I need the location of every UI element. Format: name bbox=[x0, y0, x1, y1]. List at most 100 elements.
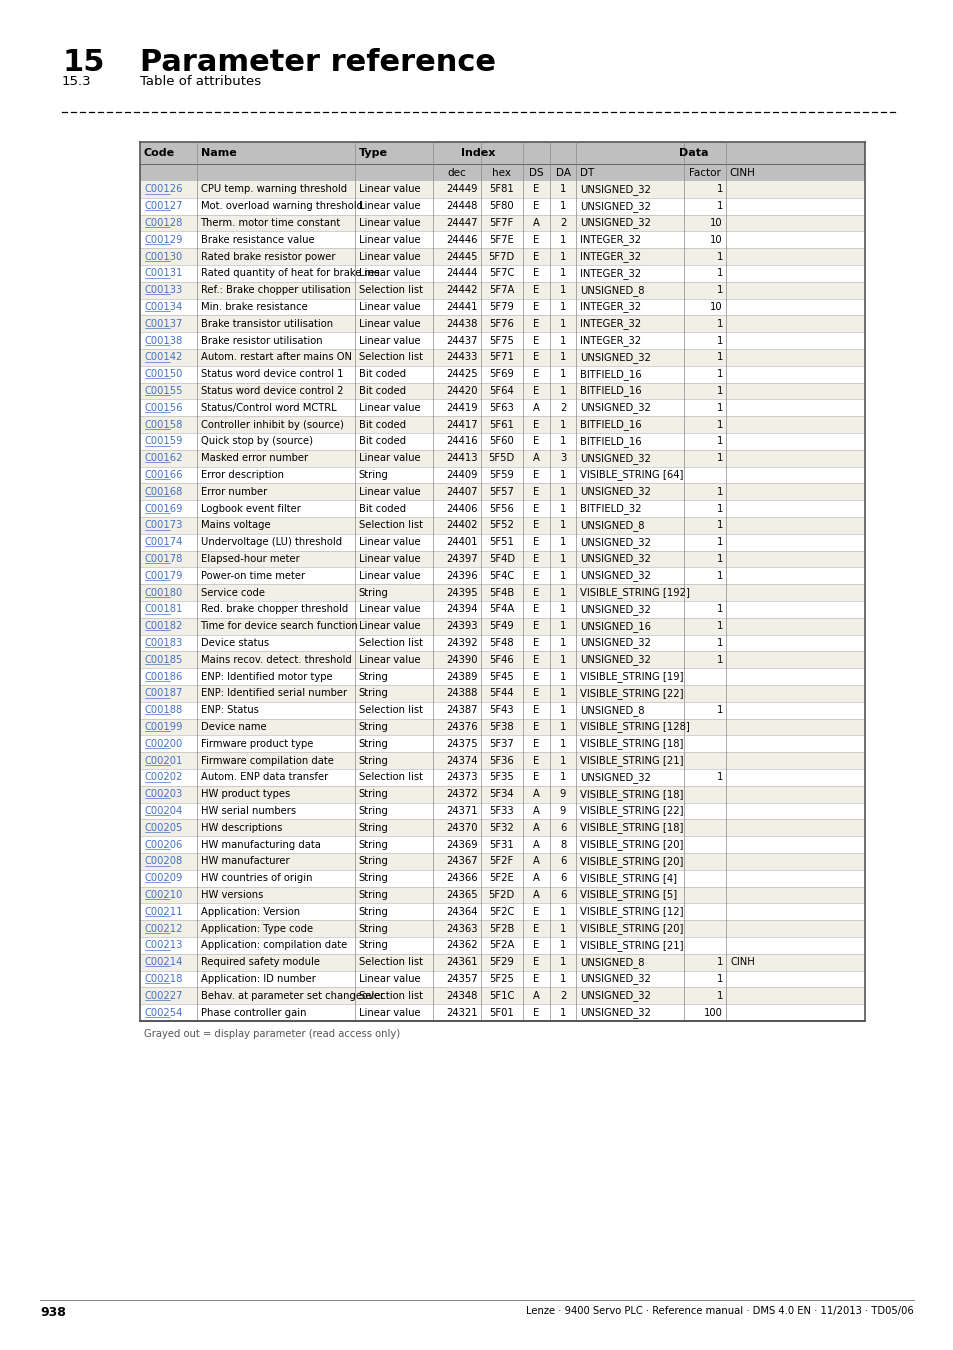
Text: VISIBLE_STRING [22]: VISIBLE_STRING [22] bbox=[579, 688, 683, 699]
Text: 1: 1 bbox=[716, 269, 722, 278]
Text: E: E bbox=[533, 185, 538, 194]
Text: 1: 1 bbox=[559, 520, 566, 531]
Text: 1: 1 bbox=[559, 302, 566, 312]
Text: E: E bbox=[533, 420, 538, 429]
Text: C00138: C00138 bbox=[145, 336, 183, 346]
Text: DA: DA bbox=[555, 167, 570, 177]
Bar bbox=[140, 652, 864, 668]
Text: C00180: C00180 bbox=[145, 587, 183, 598]
Text: Rated brake resistor power: Rated brake resistor power bbox=[200, 251, 335, 262]
Text: 24402: 24402 bbox=[446, 520, 477, 531]
Text: C00254: C00254 bbox=[145, 1007, 183, 1018]
Text: E: E bbox=[533, 722, 538, 732]
Text: C00173: C00173 bbox=[145, 520, 183, 531]
Text: 1: 1 bbox=[716, 504, 722, 513]
Text: UNSIGNED_32: UNSIGNED_32 bbox=[579, 352, 651, 363]
Text: 1: 1 bbox=[716, 520, 722, 531]
Bar bbox=[140, 803, 864, 819]
Text: UNSIGNED_32: UNSIGNED_32 bbox=[579, 991, 651, 1002]
Text: VISIBLE_STRING [21]: VISIBLE_STRING [21] bbox=[579, 940, 683, 950]
Text: Linear value: Linear value bbox=[358, 235, 419, 244]
Text: Factor: Factor bbox=[688, 167, 720, 177]
Text: C00214: C00214 bbox=[145, 957, 183, 967]
Text: 24373: 24373 bbox=[446, 772, 477, 783]
Text: Type: Type bbox=[358, 148, 387, 158]
Text: C00162: C00162 bbox=[145, 454, 183, 463]
Bar bbox=[140, 736, 864, 752]
Text: 1: 1 bbox=[716, 185, 722, 194]
Text: 100: 100 bbox=[703, 1007, 722, 1018]
Text: E: E bbox=[533, 352, 538, 362]
Text: 24449: 24449 bbox=[446, 185, 477, 194]
Text: UNSIGNED_32: UNSIGNED_32 bbox=[579, 570, 651, 582]
Text: Red. brake chopper threshold: Red. brake chopper threshold bbox=[200, 605, 348, 614]
Text: 1: 1 bbox=[559, 587, 566, 598]
Text: HW manufacturing data: HW manufacturing data bbox=[200, 840, 320, 849]
Text: 5F2C: 5F2C bbox=[489, 907, 514, 917]
Text: 24420: 24420 bbox=[446, 386, 477, 396]
Text: VISIBLE_STRING [64]: VISIBLE_STRING [64] bbox=[579, 470, 683, 481]
Text: UNSIGNED_32: UNSIGNED_32 bbox=[579, 537, 651, 548]
Bar bbox=[140, 416, 864, 433]
Text: E: E bbox=[533, 621, 538, 632]
Text: C00126: C00126 bbox=[145, 185, 183, 194]
Text: C00169: C00169 bbox=[145, 504, 183, 513]
Text: String: String bbox=[358, 923, 388, 934]
Text: UNSIGNED_32: UNSIGNED_32 bbox=[579, 486, 651, 497]
Text: C00155: C00155 bbox=[145, 386, 183, 396]
Text: 24390: 24390 bbox=[446, 655, 477, 664]
Text: INTEGER_32: INTEGER_32 bbox=[579, 235, 641, 246]
Text: INTEGER_32: INTEGER_32 bbox=[579, 251, 641, 262]
Text: UNSIGNED_8: UNSIGNED_8 bbox=[579, 957, 644, 968]
Text: 24371: 24371 bbox=[446, 806, 477, 815]
Text: E: E bbox=[533, 201, 538, 211]
Text: A: A bbox=[532, 991, 539, 1000]
Text: Linear value: Linear value bbox=[358, 185, 419, 194]
Text: Behav. at parameter set changeover: Behav. at parameter set changeover bbox=[200, 991, 383, 1000]
Text: VISIBLE_STRING [21]: VISIBLE_STRING [21] bbox=[579, 755, 683, 765]
Text: dec: dec bbox=[447, 167, 466, 177]
Text: VISIBLE_STRING [19]: VISIBLE_STRING [19] bbox=[579, 671, 683, 682]
Text: CINH: CINH bbox=[729, 957, 754, 967]
Text: 24362: 24362 bbox=[446, 941, 477, 950]
Text: 1: 1 bbox=[559, 504, 566, 513]
Text: C00212: C00212 bbox=[145, 923, 183, 934]
Bar bbox=[140, 282, 864, 298]
Text: String: String bbox=[358, 587, 388, 598]
Text: VISIBLE_STRING [4]: VISIBLE_STRING [4] bbox=[579, 872, 677, 884]
Text: String: String bbox=[358, 756, 388, 765]
Text: Service code: Service code bbox=[200, 587, 264, 598]
Text: Status/Control word MCTRL: Status/Control word MCTRL bbox=[200, 402, 335, 413]
Text: 1: 1 bbox=[716, 436, 722, 447]
Text: Linear value: Linear value bbox=[358, 269, 419, 278]
Text: UNSIGNED_32: UNSIGNED_32 bbox=[579, 973, 651, 984]
Text: String: String bbox=[358, 738, 388, 749]
Text: 1: 1 bbox=[716, 957, 722, 967]
Text: 1: 1 bbox=[716, 336, 722, 346]
Text: Firmware product type: Firmware product type bbox=[200, 738, 313, 749]
Text: 1: 1 bbox=[559, 386, 566, 396]
Text: 5F76: 5F76 bbox=[489, 319, 514, 329]
Text: E: E bbox=[533, 319, 538, 329]
Text: Mains voltage: Mains voltage bbox=[200, 520, 270, 531]
Text: 1: 1 bbox=[559, 369, 566, 379]
Text: String: String bbox=[358, 856, 388, 867]
Text: VISIBLE_STRING [22]: VISIBLE_STRING [22] bbox=[579, 806, 683, 817]
Text: 24367: 24367 bbox=[446, 856, 477, 867]
Text: 5F56: 5F56 bbox=[489, 504, 514, 513]
Text: Selection list: Selection list bbox=[358, 639, 422, 648]
Text: 1: 1 bbox=[559, 285, 566, 296]
Text: UNSIGNED_32: UNSIGNED_32 bbox=[579, 452, 651, 463]
Bar bbox=[140, 350, 864, 366]
Bar bbox=[140, 501, 864, 517]
Text: Linear value: Linear value bbox=[358, 251, 419, 262]
Text: 1: 1 bbox=[559, 235, 566, 244]
Text: CPU temp. warning threshold: CPU temp. warning threshold bbox=[200, 185, 346, 194]
Text: C00158: C00158 bbox=[145, 420, 183, 429]
Text: 10: 10 bbox=[709, 302, 722, 312]
Bar bbox=[140, 366, 864, 382]
Text: Linear value: Linear value bbox=[358, 537, 419, 547]
Text: 24394: 24394 bbox=[446, 605, 477, 614]
Text: Masked error number: Masked error number bbox=[200, 454, 308, 463]
Bar bbox=[140, 142, 864, 181]
